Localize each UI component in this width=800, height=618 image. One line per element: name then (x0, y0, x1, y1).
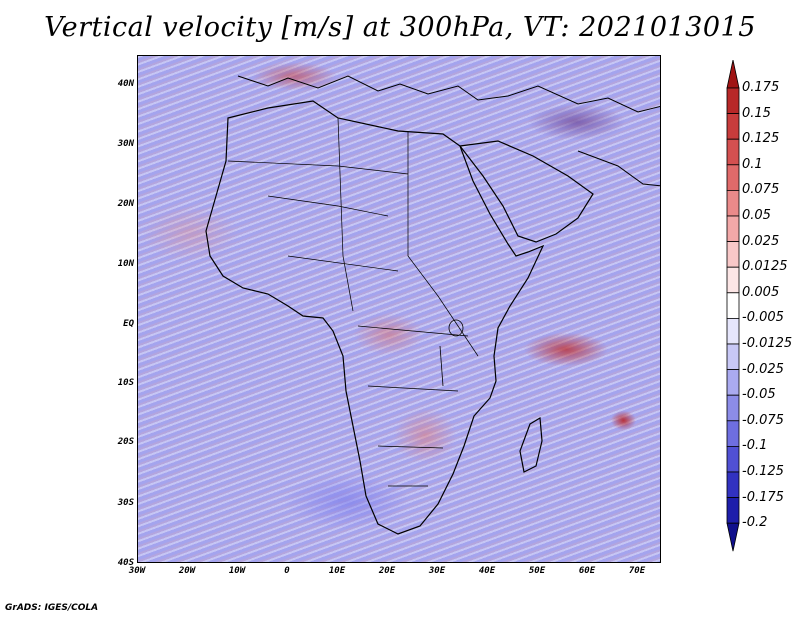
lat-label-40s: 40S (117, 558, 134, 568)
lon-label-60e: 60E (578, 566, 596, 576)
colorbar-swatch (726, 420, 740, 447)
colorbar-level-label: -0.1 (742, 438, 768, 454)
lake-tanganyika (439, 345, 444, 387)
lon-label-0: 0 (284, 566, 290, 576)
velocity-map (137, 55, 661, 563)
colorbar-swatch (726, 266, 740, 294)
lon-label-70e: 70E (628, 566, 646, 576)
colorbar-level-label: -0.005 (742, 310, 784, 326)
colorbar-level-label: 0.0125 (742, 259, 788, 275)
lon-label-10e: 10E (328, 566, 346, 576)
colorbar-arrow-bottom (726, 522, 740, 552)
colorbar-swatch (726, 292, 740, 319)
credit-text: GrADS: IGES/COLA (5, 603, 99, 613)
madagascar-coastline (519, 416, 543, 473)
arabia-coastline (458, 140, 594, 243)
colorbar-swatch (726, 343, 740, 371)
lat-label-30s: 30S (117, 498, 134, 508)
lat-label-20s: 20S (117, 437, 134, 447)
colorbar-swatch (726, 113, 740, 140)
lake-victoria (448, 319, 464, 337)
colorbar-level-label: 0.15 (742, 105, 771, 121)
colorbar-swatch (726, 497, 740, 524)
lon-label-20e: 20E (378, 566, 396, 576)
colorbar-swatch (726, 317, 740, 345)
africa-coastline (205, 100, 545, 535)
colorbar-level-label: -0.05 (742, 387, 776, 403)
colorbar-level-label: -0.175 (742, 489, 784, 505)
map-title: Vertical velocity [m/s] at 300hPa, VT: 2… (44, 12, 756, 43)
coastline-overlay (205, 75, 660, 535)
lat-label-40n: 40N (117, 79, 134, 89)
asia-coastline (577, 150, 660, 187)
colorbar-swatch (726, 189, 740, 217)
colorbar-swatch (726, 445, 740, 473)
lat-label-30n: 30N (117, 139, 134, 149)
colorbar (726, 60, 740, 552)
lon-label-20w: 20W (178, 566, 196, 576)
lat-label-20n: 20N (117, 199, 134, 209)
lon-label-30e: 30E (428, 566, 446, 576)
colorbar-level-label: 0.05 (742, 208, 771, 223)
colorbar-level-label: -0.2 (742, 515, 768, 531)
lat-label-10s: 10S (117, 378, 134, 388)
colorbar-swatch (726, 138, 740, 166)
colorbar-level-label: 0.175 (742, 80, 780, 95)
colorbar-level-label: -0.025 (742, 361, 784, 377)
colorbar-arrow-top (726, 60, 740, 89)
colorbar-level-label: 0.1 (742, 156, 763, 172)
country-borders (227, 117, 479, 487)
europe-coastline (237, 75, 660, 113)
colorbar-level-label: 0.005 (742, 284, 780, 300)
colorbar-level-label: -0.125 (742, 464, 784, 479)
colorbar-level-label: 0.125 (742, 131, 780, 147)
colorbar-level-label: -0.0125 (742, 336, 793, 351)
lat-label-10n: 10N (117, 259, 134, 269)
colorbar-swatch (726, 215, 740, 243)
colorbar-level-label: -0.075 (742, 412, 784, 428)
lon-label-10w: 10W (228, 566, 246, 576)
lon-label-40e: 40E (478, 566, 496, 576)
colorbar-level-label: 0.025 (742, 233, 780, 249)
lon-label-30w: 30W (128, 566, 146, 576)
colorbar-swatch (726, 87, 740, 115)
colorbar-swatch (726, 369, 740, 396)
lon-label-50e: 50E (528, 566, 546, 576)
colorbar-swatch (726, 241, 740, 268)
colorbar-swatch (726, 471, 740, 499)
colorbar-level-label: 0.075 (742, 182, 780, 198)
colorbar-swatch (726, 164, 740, 191)
lat-label-eq: EQ (123, 319, 134, 329)
colorbar-swatch (726, 394, 740, 422)
